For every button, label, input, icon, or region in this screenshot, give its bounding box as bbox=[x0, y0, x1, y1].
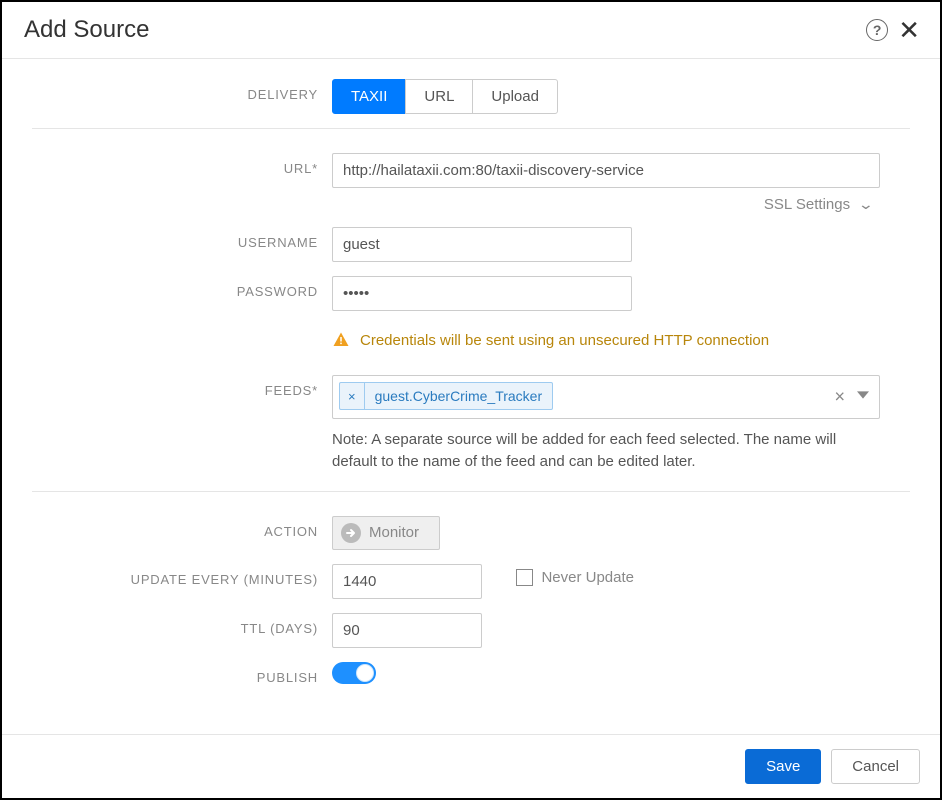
publish-toggle[interactable] bbox=[332, 662, 376, 684]
row-password: PASSWORD bbox=[32, 276, 910, 311]
warning-text: Credentials will be sent using an unsecu… bbox=[360, 332, 769, 349]
ssl-settings-toggle[interactable]: SSL Settings ⌄ bbox=[332, 188, 880, 213]
field-delivery: TAXII URL Upload bbox=[332, 79, 892, 114]
modal-header: Add Source ? ✕ bbox=[2, 2, 940, 59]
header-actions: ? ✕ bbox=[866, 17, 920, 43]
row-warning: Credentials will be sent using an unsecu… bbox=[32, 325, 910, 361]
update-interval-input[interactable] bbox=[332, 564, 482, 599]
label-username: USERNAME bbox=[32, 227, 332, 250]
delivery-tab-url[interactable]: URL bbox=[405, 79, 473, 114]
never-update-checkbox[interactable] bbox=[516, 569, 533, 586]
chip-label: guest.CyberCrime_Tracker bbox=[365, 388, 553, 404]
label-feeds: FEEDS* bbox=[32, 375, 332, 398]
label-update: UPDATE EVERY (MINUTES) bbox=[32, 564, 332, 587]
action-text: Monitor bbox=[369, 524, 419, 541]
arrow-right-icon bbox=[341, 523, 361, 543]
help-icon[interactable]: ? bbox=[866, 19, 888, 41]
feeds-clear-icon[interactable]: × bbox=[834, 387, 845, 408]
modal-body: DELIVERY TAXII URL Upload URL* SSL Setti… bbox=[2, 59, 940, 734]
row-ttl: TTL (DAYS) bbox=[32, 613, 910, 648]
username-input[interactable] bbox=[332, 227, 632, 262]
field-action: Monitor bbox=[332, 516, 892, 550]
field-url: SSL Settings ⌄ bbox=[332, 153, 892, 213]
row-action: ACTION Monitor bbox=[32, 516, 910, 550]
feeds-note: Note: A separate source will be added fo… bbox=[332, 419, 880, 473]
feeds-dropdown-icon[interactable] bbox=[857, 388, 869, 406]
warning-icon bbox=[332, 331, 350, 349]
delivery-tab-upload[interactable]: Upload bbox=[472, 79, 558, 114]
close-icon[interactable]: ✕ bbox=[898, 17, 920, 43]
password-input[interactable] bbox=[332, 276, 632, 311]
save-button[interactable]: Save bbox=[745, 749, 821, 784]
field-update: Never Update bbox=[332, 564, 892, 599]
label-password: PASSWORD bbox=[32, 276, 332, 299]
feeds-multiselect[interactable]: × guest.CyberCrime_Tracker × bbox=[332, 375, 880, 419]
row-url: URL* SSL Settings ⌄ bbox=[32, 153, 910, 213]
field-username bbox=[332, 227, 892, 262]
row-username: USERNAME bbox=[32, 227, 910, 262]
divider-1 bbox=[32, 128, 910, 129]
row-delivery: DELIVERY TAXII URL Upload bbox=[32, 79, 910, 114]
field-publish bbox=[332, 662, 892, 684]
chip-remove-icon[interactable]: × bbox=[340, 383, 365, 409]
label-publish: PUBLISH bbox=[32, 662, 332, 685]
divider-2 bbox=[32, 491, 910, 492]
never-update-option[interactable]: Never Update bbox=[516, 569, 634, 586]
toggle-knob bbox=[356, 664, 374, 682]
label-url: URL* bbox=[32, 153, 332, 176]
row-publish: PUBLISH bbox=[32, 662, 910, 685]
delivery-button-group: TAXII URL Upload bbox=[332, 79, 558, 114]
feed-chip: × guest.CyberCrime_Tracker bbox=[339, 382, 553, 410]
cancel-button[interactable]: Cancel bbox=[831, 749, 920, 784]
delivery-tab-taxii[interactable]: TAXII bbox=[332, 79, 406, 114]
url-input[interactable] bbox=[332, 153, 880, 188]
field-feeds: × guest.CyberCrime_Tracker × Note: A sep… bbox=[332, 375, 892, 473]
ssl-settings-label: SSL Settings bbox=[764, 196, 850, 213]
ttl-input[interactable] bbox=[332, 613, 482, 648]
add-source-modal: Add Source ? ✕ DELIVERY TAXII URL Upload… bbox=[0, 0, 942, 800]
modal-footer: Save Cancel bbox=[2, 734, 940, 798]
field-warning: Credentials will be sent using an unsecu… bbox=[332, 325, 892, 361]
row-update: UPDATE EVERY (MINUTES) Never Update bbox=[32, 564, 910, 599]
field-ttl bbox=[332, 613, 892, 648]
row-feeds: FEEDS* × guest.CyberCrime_Tracker × Note… bbox=[32, 375, 910, 473]
never-update-label: Never Update bbox=[541, 569, 634, 586]
http-warning: Credentials will be sent using an unsecu… bbox=[332, 325, 892, 361]
label-action: ACTION bbox=[32, 516, 332, 539]
chevron-down-icon: ⌄ bbox=[858, 196, 874, 213]
label-ttl: TTL (DAYS) bbox=[32, 613, 332, 636]
modal-title: Add Source bbox=[24, 16, 149, 44]
label-delivery: DELIVERY bbox=[32, 79, 332, 102]
field-password bbox=[332, 276, 892, 311]
action-value: Monitor bbox=[332, 516, 440, 550]
